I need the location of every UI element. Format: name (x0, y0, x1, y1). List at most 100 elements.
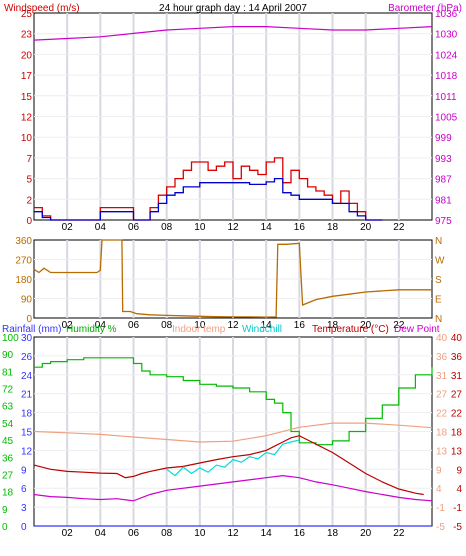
y-tick-label-rainfall: 24 (21, 371, 33, 382)
y-tick-label: 17 (21, 71, 33, 82)
y-tick-label: 0 (26, 314, 32, 325)
y-tick-label: 987 (435, 175, 452, 186)
y-tick-label: 25 (21, 9, 33, 20)
y-tick-label-temp: 13 (436, 446, 448, 457)
y-tick-label-rainfall: 9 (21, 465, 27, 476)
y-tick-label-humidity: 27 (2, 470, 14, 481)
series-dewpoint (33, 474, 433, 502)
y-tick-label: E (435, 295, 442, 306)
y-tick-label: 5 (26, 175, 32, 186)
series-humidity (34, 357, 433, 446)
x-tick-label: 12 (227, 320, 239, 331)
x-tick-label: 18 (327, 528, 339, 539)
barometer-axis-label: Barometer (hPa) (388, 3, 462, 14)
y-tick-label-temp: 22 (436, 409, 448, 420)
y-tick-label: 15 (21, 92, 33, 103)
series-wind-gust (34, 157, 383, 221)
y-tick-label-temp: 18 (436, 428, 448, 439)
y-tick-label-temp: -5 (436, 522, 445, 533)
y-tick-label: 270 (15, 256, 32, 267)
legend-rainfall: Rainfall (mm) (2, 324, 61, 335)
panel-direction-lines (33, 239, 432, 318)
y-tick-label-dewpoint: 18 (451, 428, 463, 439)
x-tick-label: 04 (95, 320, 107, 331)
y-tick-label-dewpoint: 9 (456, 465, 462, 476)
x-tick-label: 06 (128, 222, 140, 233)
y-tick-label-humidity: 90 (2, 350, 14, 361)
y-tick-label-temp: 4 (436, 484, 442, 495)
y-tick-label: 993 (435, 154, 452, 165)
y-tick-label-humidity: 18 (2, 488, 14, 499)
y-tick-label: 999 (435, 133, 452, 144)
series-temperature (33, 435, 424, 496)
y-tick-label: 975 (435, 216, 452, 227)
x-tick-label: 02 (62, 320, 74, 331)
y-tick-label: 1036 (435, 9, 458, 20)
x-tick-label: 06 (128, 320, 140, 331)
x-tick-label: 22 (393, 222, 405, 233)
series-indoor-temp (33, 422, 433, 443)
x-tick-label: 20 (360, 528, 372, 539)
y-tick-label: 1005 (435, 113, 458, 124)
y-tick-label-rainfall: 3 (21, 503, 27, 514)
y-tick-label-humidity: 63 (2, 402, 14, 413)
panel-temperature-ticks: 02 04 06 08 10 12 14 16 18 20 22100908172635445362… (2, 333, 462, 539)
x-tick-label: 18 (327, 320, 339, 331)
x-tick-label: 10 (194, 222, 206, 233)
y-tick-label-dewpoint: 13 (451, 446, 463, 457)
y-tick-label: 12 (21, 113, 33, 124)
y-tick-label: 1018 (435, 71, 458, 82)
x-tick-label: 20 (360, 222, 372, 233)
y-tick-label: W (435, 256, 445, 267)
y-tick-label-humidity: 45 (2, 436, 14, 447)
y-tick-label-rainfall: 30 (21, 333, 33, 344)
y-tick-label-dewpoint: -1 (453, 503, 462, 514)
y-tick-label: 360 (15, 236, 32, 247)
y-tick-label: 1030 (435, 30, 458, 41)
graph-title: 24 hour graph day : 14 April 2007 (159, 3, 307, 14)
y-tick-label: N (435, 314, 442, 325)
y-tick-label: 180 (15, 275, 32, 286)
x-tick-label: 08 (161, 528, 173, 539)
series-windchill (166, 439, 300, 477)
y-tick-label-dewpoint: 4 (456, 484, 462, 495)
x-tick-label: 02 (62, 528, 74, 539)
x-tick-label: 16 (294, 222, 306, 233)
x-tick-label: 18 (327, 222, 339, 233)
panel-wind-grid (34, 13, 432, 220)
y-tick-label-rainfall: 6 (21, 484, 27, 495)
y-tick-label: 981 (435, 195, 452, 206)
y-tick-label-rainfall: 0 (21, 522, 27, 533)
y-tick-label: 7 (26, 154, 32, 165)
x-tick-label: 04 (95, 528, 107, 539)
x-tick-label: 16 (294, 528, 306, 539)
y-tick-label-dewpoint: 22 (451, 409, 463, 420)
y-tick-label-humidity: 72 (2, 385, 14, 396)
x-tick-label: 10 (194, 320, 206, 331)
y-tick-label-dewpoint: 27 (451, 390, 463, 401)
y-tick-label-temp: 31 (436, 371, 448, 382)
y-tick-label: 2 (26, 195, 32, 206)
x-tick-label: 04 (95, 222, 107, 233)
legend-temperature: Temperature (°C) (312, 324, 389, 335)
legend-dewpoint: Dew Point (394, 324, 440, 335)
y-tick-label-rainfall: 15 (21, 428, 33, 439)
y-tick-label-temp: 27 (436, 390, 448, 401)
panel-temperature-grid (34, 337, 432, 526)
y-tick-label-temp: 9 (436, 465, 442, 476)
y-tick-label: 90 (21, 295, 33, 306)
x-tick-label: 12 (227, 528, 239, 539)
y-tick-label: N (435, 236, 442, 247)
y-tick-label-humidity: 100 (2, 333, 19, 344)
x-tick-label: 14 (261, 528, 273, 539)
panel-wind-ticks: 02 04 06 08 10 12 14 16 18 20 22252320171512107520… (21, 9, 458, 233)
x-tick-label: 12 (227, 222, 239, 233)
legend-humidity: Humidity % (66, 324, 117, 335)
x-tick-label: 08 (161, 320, 173, 331)
y-tick-label-dewpoint: 40 (451, 333, 463, 344)
y-tick-label-dewpoint: 31 (451, 371, 463, 382)
y-tick-label-humidity: 0 (2, 522, 8, 533)
